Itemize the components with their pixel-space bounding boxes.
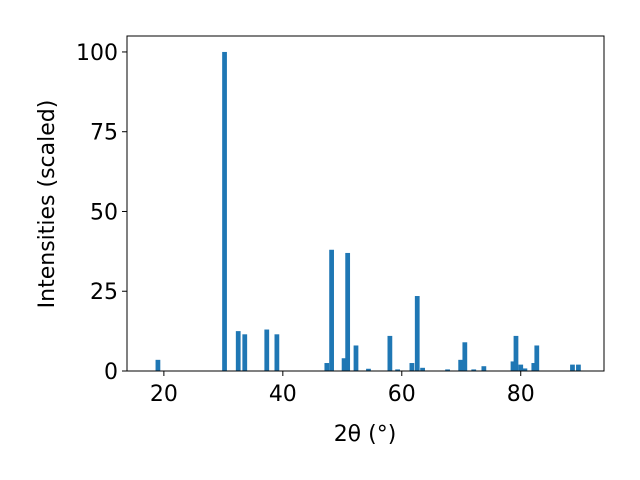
x-axis-label: 2θ (°) xyxy=(334,422,397,447)
bar xyxy=(534,345,540,371)
bar xyxy=(409,363,415,371)
plot-frame xyxy=(126,35,605,372)
bar xyxy=(513,335,519,371)
bar xyxy=(235,331,241,371)
bar xyxy=(345,252,351,371)
bar xyxy=(274,334,280,371)
y-tick-label: 25 xyxy=(90,280,118,305)
bar xyxy=(570,364,575,371)
y-tick-label: 75 xyxy=(90,121,118,146)
bar xyxy=(387,335,393,371)
bar xyxy=(481,366,487,371)
bar xyxy=(353,345,359,371)
bar xyxy=(445,369,450,371)
bar xyxy=(341,358,347,371)
y-tick-label: 50 xyxy=(90,200,118,225)
bar xyxy=(522,368,528,371)
x-tick-label: 20 xyxy=(150,382,178,407)
bar xyxy=(420,367,425,371)
bar xyxy=(222,51,227,371)
bar xyxy=(395,369,400,371)
bar xyxy=(329,249,334,371)
bar xyxy=(576,364,581,371)
x-tick-label: 80 xyxy=(507,382,535,407)
bar xyxy=(471,369,477,371)
y-axis-label: Intensities (scaled) xyxy=(35,100,60,309)
bar xyxy=(458,359,464,371)
bar xyxy=(510,361,516,371)
bar xyxy=(414,296,420,371)
bar xyxy=(264,329,270,371)
y-tick-label: 0 xyxy=(104,360,118,385)
x-tick-label: 60 xyxy=(388,382,416,407)
bar xyxy=(155,359,161,371)
bar xyxy=(518,364,524,371)
bar xyxy=(366,368,371,371)
bar xyxy=(462,342,468,371)
bar xyxy=(531,363,537,371)
y-tick-label: 100 xyxy=(76,41,118,66)
bar xyxy=(242,334,248,371)
x-tick-label: 40 xyxy=(269,382,297,407)
bar xyxy=(324,363,330,371)
